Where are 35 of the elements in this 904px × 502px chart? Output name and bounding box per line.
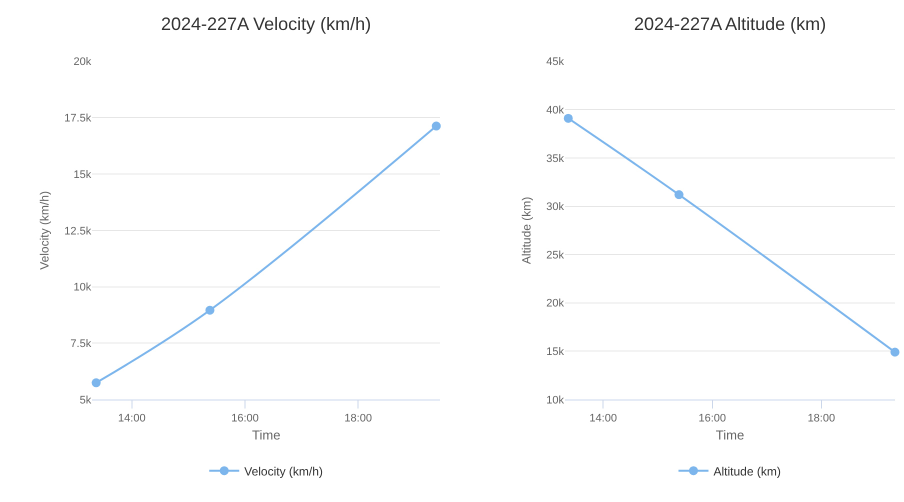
x-axis-title: Time — [252, 427, 280, 442]
point — [92, 378, 101, 388]
point — [205, 306, 214, 315]
y-tick-label: 15k — [73, 168, 92, 181]
x-tick-label: 18:00 — [344, 412, 372, 425]
point — [432, 122, 441, 131]
chart-title: 2024-227A Altitude (km) — [634, 14, 826, 34]
point — [564, 114, 573, 123]
y-tick-label: 20k — [73, 56, 92, 68]
x-tick-label: 16:00 — [698, 412, 726, 425]
y-tick-label: 17.5k — [64, 112, 92, 125]
chart-title: 2024-227A Velocity (km/h) — [161, 14, 372, 34]
y-tick-label: 25k — [546, 249, 564, 262]
y-tick-label: 35k — [546, 152, 564, 165]
y-axis-title: Velocity (km/h) — [38, 191, 52, 270]
y-tick-label: 5k — [80, 394, 92, 406]
x-tick-label: 14:00 — [589, 412, 617, 425]
y-tick-label: 30k — [546, 201, 564, 214]
point — [890, 348, 900, 357]
y-axis-title: Altitude (km) — [520, 196, 534, 264]
y-tick-label: 10k — [73, 282, 92, 294]
y-tick-label: 12.5k — [64, 225, 92, 238]
x-tick-label: 16:00 — [231, 412, 259, 425]
y-tick-label: 10k — [546, 394, 564, 406]
x-tick-label: 14:00 — [118, 412, 146, 425]
y-tick-label: 20k — [546, 298, 564, 310]
x-tick-label: 18:00 — [808, 412, 836, 425]
y-tick-label: 40k — [546, 104, 564, 116]
legend-label: Velocity (km/h) — [244, 464, 323, 478]
legend-label: Altitude (km) — [713, 464, 781, 478]
y-tick-label: 45k — [546, 56, 564, 68]
x-axis-title: Time — [716, 427, 744, 442]
y-tick-label: 7.5k — [70, 338, 92, 350]
point — [674, 190, 684, 200]
y-tick-label: 15k — [546, 346, 564, 358]
